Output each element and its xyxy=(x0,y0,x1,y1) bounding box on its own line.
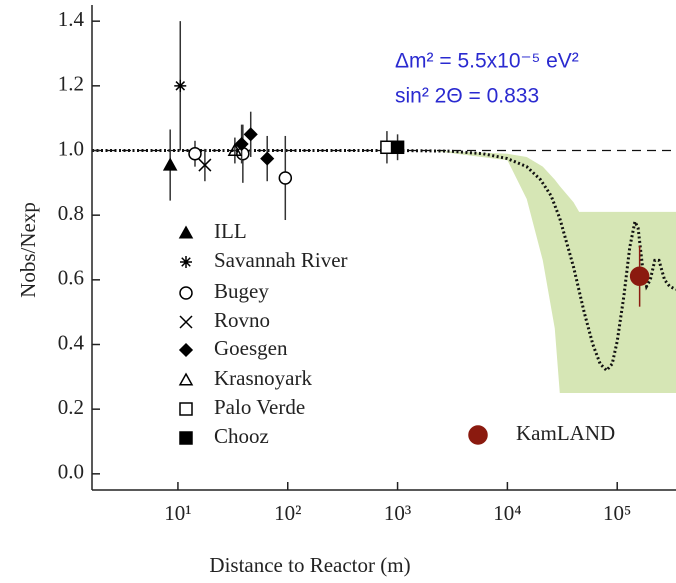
x-tick-label: 10⁴ xyxy=(493,501,521,525)
legend-label: Krasnoyark xyxy=(214,366,312,390)
legend-label: KamLAND xyxy=(516,421,615,445)
y-axis-label: Nobs/Nexp xyxy=(16,202,40,298)
annotation: sin² 2Θ = 0.833 xyxy=(395,85,539,108)
y-tick-label: 0.2 xyxy=(58,395,84,419)
marker xyxy=(243,127,258,142)
allowed-band xyxy=(430,150,676,393)
legend-label: Goesgen xyxy=(214,336,288,360)
marker xyxy=(180,256,192,268)
y-tick-label: 0.8 xyxy=(58,201,84,225)
marker xyxy=(629,266,650,287)
marker xyxy=(390,140,405,155)
marker xyxy=(468,425,488,445)
legend-label: Savannah River xyxy=(214,248,348,272)
legend-label: Bugey xyxy=(214,279,269,303)
x-tick-label: 10² xyxy=(274,501,301,525)
marker xyxy=(198,158,212,172)
marker xyxy=(188,146,202,161)
marker xyxy=(179,431,193,445)
x-tick-label: 10¹ xyxy=(164,501,191,525)
marker xyxy=(179,402,193,416)
marker xyxy=(178,342,194,358)
marker xyxy=(178,225,194,239)
marker xyxy=(179,286,193,300)
y-tick-label: 0.6 xyxy=(58,266,84,290)
marker xyxy=(278,171,293,185)
legend-label: Rovno xyxy=(214,308,270,332)
y-tick-label: 0.0 xyxy=(58,460,84,484)
x-tick-label: 10⁵ xyxy=(603,501,631,525)
y-tick-label: 1.2 xyxy=(58,72,84,96)
marker xyxy=(260,151,275,166)
marker xyxy=(174,79,187,92)
marker xyxy=(227,142,243,157)
legend-label: Chooz xyxy=(214,424,269,448)
oscillation-curve xyxy=(92,149,676,373)
marker xyxy=(179,315,193,329)
marker xyxy=(234,136,249,152)
x-tick-label: 10³ xyxy=(384,501,411,525)
x-axis-label: Distance to Reactor (m) xyxy=(209,553,410,577)
y-tick-label: 1.4 xyxy=(58,7,85,31)
legend-label: ILL xyxy=(214,219,247,243)
legend-label: Palo Verde xyxy=(214,395,305,419)
marker xyxy=(162,157,178,171)
annotation: Δm² = 5.5x10⁻⁵ eV² xyxy=(395,50,579,73)
marker xyxy=(178,372,194,386)
y-tick-label: 1.0 xyxy=(58,136,84,160)
y-tick-label: 0.4 xyxy=(58,330,85,354)
